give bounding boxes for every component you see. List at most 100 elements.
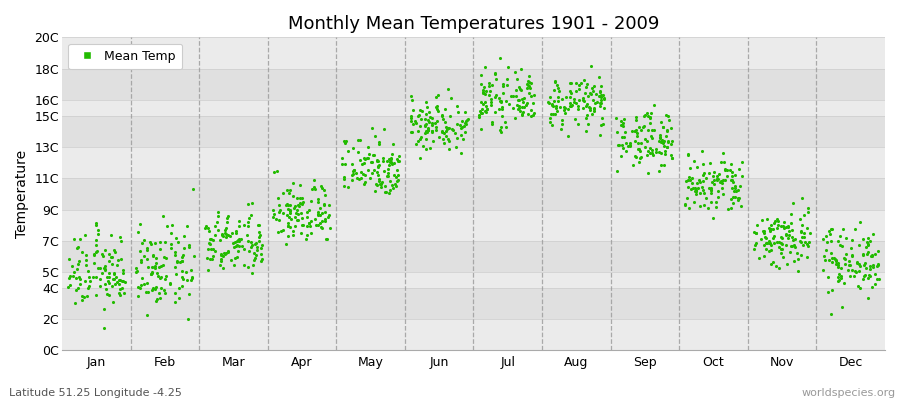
Point <box>555 116 570 123</box>
Point <box>240 264 255 271</box>
Point <box>860 249 875 256</box>
Point <box>386 172 400 178</box>
Point <box>784 220 798 226</box>
Point <box>404 117 419 124</box>
Point <box>732 195 746 201</box>
Point <box>244 244 258 250</box>
Point <box>726 194 741 200</box>
Point <box>241 218 256 225</box>
Point <box>203 256 218 262</box>
Point <box>153 294 167 301</box>
Point <box>391 158 405 164</box>
Point <box>555 120 570 127</box>
Point <box>77 232 92 238</box>
Point <box>380 158 394 164</box>
Point <box>657 162 671 168</box>
Point <box>515 110 529 117</box>
Point <box>95 253 110 260</box>
Point <box>640 110 654 116</box>
Point <box>512 83 526 90</box>
Point <box>816 266 831 273</box>
Point <box>372 162 386 168</box>
Point <box>300 214 314 220</box>
Point <box>94 251 109 257</box>
Point <box>386 141 400 148</box>
Point <box>748 242 762 248</box>
Point <box>583 63 598 69</box>
Point <box>636 113 651 119</box>
Point <box>653 150 668 156</box>
Point <box>304 186 319 192</box>
Point <box>98 266 112 273</box>
Point <box>853 218 868 225</box>
Point <box>662 138 676 144</box>
Point <box>496 81 510 88</box>
Point <box>833 275 848 282</box>
Point <box>862 266 877 272</box>
Point <box>495 106 509 112</box>
Point <box>303 223 318 229</box>
Point <box>680 195 694 201</box>
Point <box>475 106 490 112</box>
Point <box>630 133 644 139</box>
Point <box>623 140 637 146</box>
Point <box>785 243 799 250</box>
Point <box>750 222 764 228</box>
Point <box>416 143 430 150</box>
Point <box>90 248 104 254</box>
Point <box>707 169 722 175</box>
Point <box>488 71 502 78</box>
Point <box>440 125 454 131</box>
Point <box>524 107 538 114</box>
Point <box>563 79 578 86</box>
Point <box>698 194 713 201</box>
Legend: Mean Temp: Mean Temp <box>68 44 182 69</box>
Point <box>389 182 403 189</box>
Point <box>71 258 86 264</box>
Point <box>731 197 745 204</box>
Point <box>113 292 128 298</box>
Point <box>542 100 556 106</box>
Point <box>280 187 294 193</box>
Point <box>775 235 789 241</box>
Point <box>800 225 814 231</box>
Point <box>203 246 218 252</box>
Point <box>762 240 777 246</box>
Point <box>385 182 400 188</box>
Point <box>78 278 93 284</box>
Point <box>502 101 517 108</box>
Point <box>780 261 795 267</box>
Point <box>116 290 130 296</box>
Point <box>418 123 433 129</box>
Point <box>69 275 84 281</box>
Point <box>818 257 832 263</box>
Point <box>158 276 173 282</box>
Point <box>482 80 496 86</box>
Point <box>146 284 160 291</box>
Point <box>220 230 234 237</box>
Point <box>378 182 392 189</box>
Point <box>413 107 428 114</box>
Bar <box>62 272 885 288</box>
Point <box>684 186 698 192</box>
Point <box>311 195 326 202</box>
Point <box>593 102 608 109</box>
Point <box>858 260 872 266</box>
Point <box>544 94 558 100</box>
Point <box>148 263 162 269</box>
Point <box>103 270 117 276</box>
Point <box>479 103 493 109</box>
Point <box>286 228 301 234</box>
Point <box>228 254 242 261</box>
Point <box>612 142 626 148</box>
Point <box>871 248 886 254</box>
Point <box>203 236 218 242</box>
Point <box>831 259 845 266</box>
Point <box>791 256 806 262</box>
Point <box>629 153 643 160</box>
Point <box>310 199 325 205</box>
Point <box>626 162 640 168</box>
Point <box>479 88 493 94</box>
Point <box>582 90 597 96</box>
Point <box>614 118 628 124</box>
